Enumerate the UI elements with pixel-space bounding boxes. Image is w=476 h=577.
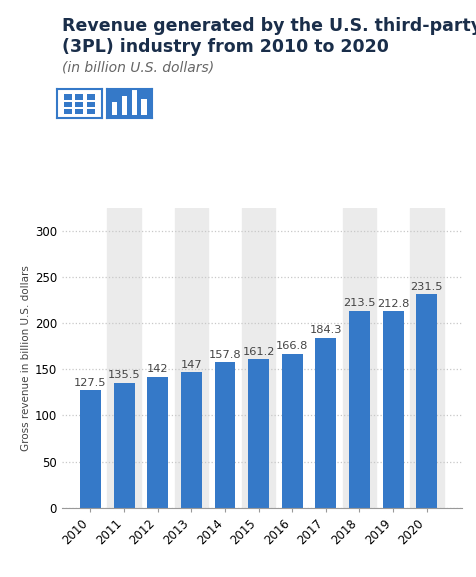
- Text: (in billion U.S. dollars): (in billion U.S. dollars): [62, 61, 214, 74]
- Bar: [175, 208, 208, 508]
- FancyBboxPatch shape: [75, 108, 83, 114]
- Bar: [282, 354, 303, 508]
- Bar: [416, 294, 437, 508]
- Text: (3PL) industry from 2010 to 2020: (3PL) industry from 2010 to 2020: [62, 38, 389, 55]
- FancyBboxPatch shape: [64, 94, 72, 99]
- Bar: [383, 312, 404, 508]
- FancyBboxPatch shape: [75, 94, 83, 99]
- Bar: [147, 377, 168, 508]
- Text: 184.3: 184.3: [309, 325, 342, 335]
- FancyBboxPatch shape: [87, 94, 95, 99]
- FancyBboxPatch shape: [64, 102, 72, 107]
- Bar: [80, 390, 101, 508]
- Bar: [349, 310, 370, 508]
- Text: 157.8: 157.8: [208, 350, 241, 360]
- Text: Revenue generated by the U.S. third-party logistics: Revenue generated by the U.S. third-part…: [62, 17, 476, 35]
- Text: 142: 142: [147, 364, 169, 374]
- Text: 212.8: 212.8: [377, 299, 409, 309]
- Text: 135.5: 135.5: [108, 370, 140, 380]
- Bar: [242, 208, 276, 508]
- FancyBboxPatch shape: [75, 102, 83, 107]
- FancyBboxPatch shape: [131, 90, 137, 115]
- Bar: [410, 208, 444, 508]
- FancyBboxPatch shape: [141, 99, 147, 115]
- Y-axis label: Gross revenue in billion U.S. dollars: Gross revenue in billion U.S. dollars: [20, 265, 30, 451]
- Text: 231.5: 231.5: [410, 282, 443, 292]
- Bar: [248, 359, 269, 508]
- Bar: [181, 372, 202, 508]
- Bar: [215, 362, 236, 508]
- Bar: [316, 338, 336, 508]
- FancyBboxPatch shape: [111, 102, 117, 115]
- Bar: [343, 208, 377, 508]
- Text: 127.5: 127.5: [74, 378, 107, 388]
- Bar: [114, 383, 135, 508]
- Text: 147: 147: [180, 359, 202, 370]
- FancyBboxPatch shape: [121, 96, 127, 115]
- Text: 213.5: 213.5: [343, 298, 376, 308]
- Text: 166.8: 166.8: [276, 342, 308, 351]
- FancyBboxPatch shape: [87, 102, 95, 107]
- Text: 161.2: 161.2: [242, 347, 275, 357]
- FancyBboxPatch shape: [64, 108, 72, 114]
- Bar: [107, 208, 141, 508]
- FancyBboxPatch shape: [87, 108, 95, 114]
